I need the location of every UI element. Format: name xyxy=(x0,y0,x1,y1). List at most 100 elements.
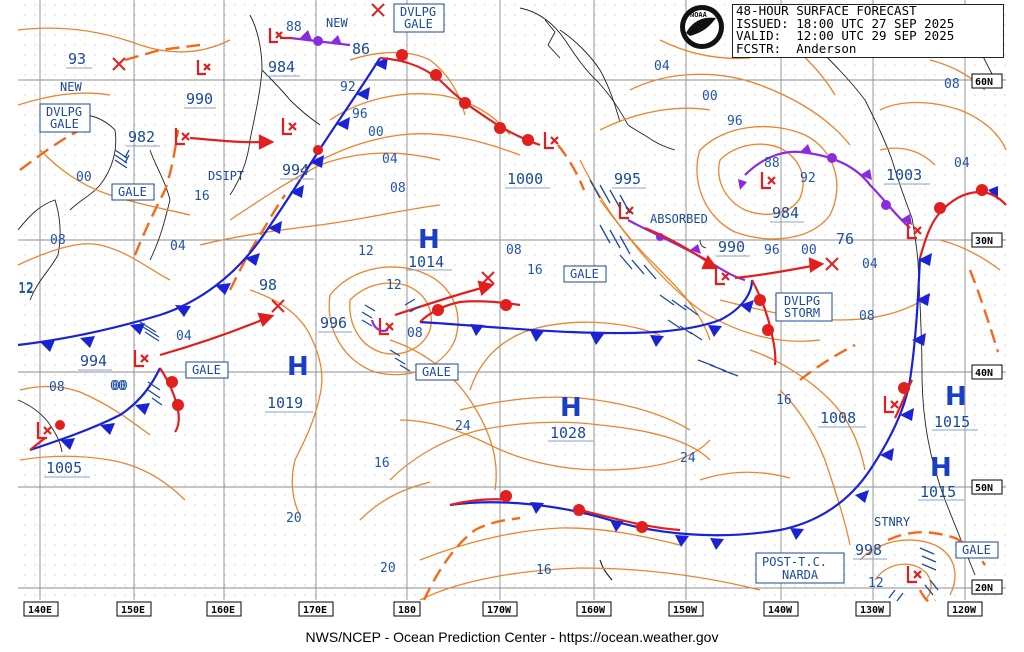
low-label: 76 xyxy=(836,230,854,248)
svg-text:00: 00 xyxy=(112,379,128,394)
valid-line: VALID: 12:00 UTC 29 SEP 2025 xyxy=(736,28,955,43)
svg-text:08: 08 xyxy=(407,326,423,341)
svg-text:60N: 60N xyxy=(975,77,993,88)
svg-text:GALE: GALE xyxy=(570,267,599,281)
svg-text:24: 24 xyxy=(455,419,471,434)
lon-tick-labels: 140E 150E 160E 170E 180 170W 160W 150W 1… xyxy=(23,601,983,617)
svg-text:04: 04 xyxy=(176,329,192,344)
wind-barbs xyxy=(114,149,939,602)
low-label: 98 xyxy=(259,276,277,294)
high-symbol: H xyxy=(418,225,440,255)
svg-text:180: 180 xyxy=(398,605,416,616)
low-label: 1000 xyxy=(507,170,543,188)
svg-text:16: 16 xyxy=(776,393,792,408)
svg-text:08: 08 xyxy=(859,309,875,324)
svg-text:20N: 20N xyxy=(975,583,993,594)
svg-text:08: 08 xyxy=(390,181,406,196)
svg-text:GALE: GALE xyxy=(422,365,451,379)
high-pressure-label: 1028 xyxy=(550,424,586,442)
stnry-label: STNRY xyxy=(874,515,911,529)
svg-text:24: 24 xyxy=(680,451,696,466)
svg-text:04: 04 xyxy=(954,156,970,171)
low-symbol xyxy=(133,350,149,368)
lon-tick: 170W xyxy=(482,601,518,617)
svg-text:04: 04 xyxy=(654,59,670,74)
high-pressure-label: 1019 xyxy=(267,394,303,412)
low-pressure-labels: 93 990 982 984 86 994 1000 995 984 1003 … xyxy=(46,40,922,559)
low-label: 996 xyxy=(320,314,347,332)
lon-tick: 170E xyxy=(298,601,334,617)
lat-tick-labels: 60N 30N 40N 50N 20N xyxy=(971,73,1003,595)
low-symbol xyxy=(906,222,922,240)
svg-text:130W: 130W xyxy=(860,605,885,616)
svg-text:00: 00 xyxy=(368,125,384,140)
high-pressure-label: 1015 xyxy=(920,483,956,501)
occluded-symbols xyxy=(300,30,912,254)
svg-text:GALE: GALE xyxy=(50,117,79,131)
low-label: 990 xyxy=(186,90,213,108)
low-label: 984 xyxy=(772,204,799,222)
svg-text:50N: 50N xyxy=(975,483,993,494)
svg-text:16: 16 xyxy=(194,189,210,204)
svg-text:12: 12 xyxy=(868,576,884,591)
lon-tick: 150E xyxy=(116,601,152,617)
high-pressure-label: 1015 xyxy=(934,413,970,431)
low-centers xyxy=(36,28,922,584)
post-tc-box: POST-T.C. NARDA xyxy=(755,552,845,584)
forecaster-line: FCSTR: Anderson xyxy=(736,40,857,56)
svg-text:NOAA: NOAA xyxy=(690,11,708,19)
svg-text:140W: 140W xyxy=(768,605,793,616)
low-symbol xyxy=(906,566,922,584)
gale-box: GALE xyxy=(415,363,459,381)
svg-text:DVLPG: DVLPG xyxy=(400,5,436,19)
svg-text:20: 20 xyxy=(286,511,302,526)
svg-text:00: 00 xyxy=(76,170,92,185)
svg-text:16: 16 xyxy=(374,456,390,471)
svg-text:16: 16 xyxy=(536,563,552,578)
high-symbol: H xyxy=(287,352,309,382)
dvlpg-gale-box-top: DVLPG GALE xyxy=(393,3,445,33)
svg-text:160E: 160E xyxy=(211,605,235,616)
lat-lon-grid xyxy=(18,0,1006,600)
issued-line: ISSUED: 18:00 UTC 27 SEP 2025 xyxy=(736,15,955,31)
low-symbol xyxy=(378,318,394,336)
low-symbol xyxy=(714,268,730,286)
footer-credit: NWS/NCEP - Ocean Prediction Center - htt… xyxy=(305,629,719,645)
svg-text:12: 12 xyxy=(18,282,34,297)
warm-front-bumps xyxy=(55,49,988,533)
noaa-logo: NOAA xyxy=(680,5,724,49)
gale-box: GALE xyxy=(955,541,999,559)
gale-box: GALE xyxy=(563,265,607,283)
high-symbol: H xyxy=(930,453,952,483)
low-label: 86 xyxy=(352,40,370,58)
svg-text:04: 04 xyxy=(862,257,878,272)
lon-tick: 120W xyxy=(947,601,983,617)
lon-tick: 160W xyxy=(576,601,612,617)
low-label: 994 xyxy=(80,352,107,370)
dvlpg-gale-box-left: DVLPG GALE xyxy=(39,103,91,133)
svg-text:08: 08 xyxy=(506,243,522,258)
svg-text:12: 12 xyxy=(358,244,374,259)
low-label: 1003 xyxy=(886,166,922,184)
low-label: 994 xyxy=(282,161,309,179)
coastlines xyxy=(17,7,996,581)
svg-text:88: 88 xyxy=(764,156,780,171)
svg-text:GALE: GALE xyxy=(192,363,221,377)
movement-arrows xyxy=(159,36,825,357)
annotation-labels: NEW NEW DSIPT ABSORBED STNRY xyxy=(60,16,911,529)
svg-text:150W: 150W xyxy=(673,605,698,616)
svg-text:96: 96 xyxy=(727,114,743,129)
svg-text:140E: 140E xyxy=(28,605,52,616)
lon-tick: 180 xyxy=(393,601,421,617)
low-symbol xyxy=(174,128,190,146)
low-symbol xyxy=(268,28,283,44)
low-label: 984 xyxy=(268,58,295,76)
forecast-info-box: 48-HOUR SURFACE FORECAST ISSUED: 18:00 U… xyxy=(732,4,1004,58)
svg-text:30N: 30N xyxy=(975,236,993,247)
svg-text:92: 92 xyxy=(340,80,356,95)
svg-text:00: 00 xyxy=(702,89,718,104)
svg-text:40N: 40N xyxy=(975,368,993,379)
svg-text:POST-T.C.: POST-T.C. xyxy=(762,555,827,569)
svg-text:08: 08 xyxy=(49,380,65,395)
svg-text:GALE: GALE xyxy=(404,17,433,31)
